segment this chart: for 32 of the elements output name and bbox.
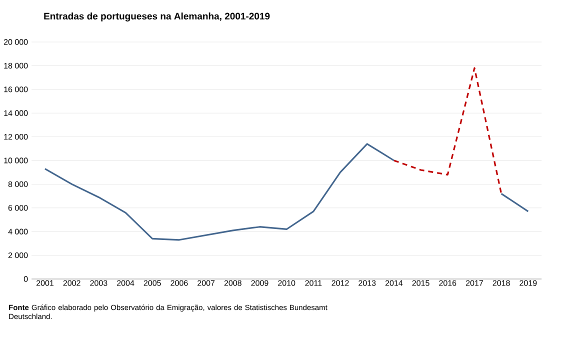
y-tick-label: 16 000 bbox=[4, 86, 28, 92]
x-tick-label: 2007 bbox=[198, 280, 215, 286]
x-tick-label: 2016 bbox=[439, 280, 456, 286]
y-tick-label: 2 000 bbox=[8, 252, 28, 258]
x-tick-label: 2008 bbox=[224, 280, 242, 286]
chart-title: Entradas de portugueses na Alemanha, 2001-2019 bbox=[44, 12, 270, 22]
x-tick-label: 2010 bbox=[278, 280, 296, 286]
x-tick-label: 2003 bbox=[90, 280, 108, 286]
y-tick-label: 8 000 bbox=[8, 181, 28, 188]
y-tick-label: 12 000 bbox=[4, 134, 28, 140]
x-tick-label: 2005 bbox=[144, 280, 161, 286]
y-tick-label: 0 bbox=[24, 276, 28, 282]
y-tick-label: 20 000 bbox=[4, 39, 28, 45]
x-tick-label: 2013 bbox=[358, 280, 376, 286]
x-tick-label: 2018 bbox=[492, 280, 510, 286]
x-tick-label: 2014 bbox=[385, 280, 403, 286]
x-tick-label: 2012 bbox=[332, 280, 349, 286]
x-tick-label: 2015 bbox=[412, 280, 430, 286]
x-tick-label: 2006 bbox=[170, 280, 188, 286]
x-tick-label: 2004 bbox=[117, 280, 134, 286]
y-tick-label: 18 000 bbox=[4, 62, 28, 69]
x-tick-label: 2019 bbox=[520, 280, 537, 286]
line-series bbox=[393, 67, 502, 194]
x-tick-label: 2017 bbox=[466, 280, 483, 286]
y-tick-label: 14 000 bbox=[4, 110, 28, 116]
x-tick-label: 2011 bbox=[305, 280, 322, 286]
x-tick-label: 2009 bbox=[251, 280, 268, 286]
y-tick-label: 6 000 bbox=[8, 205, 28, 211]
y-tick-label: 4 000 bbox=[8, 228, 28, 234]
x-tick-label: 2002 bbox=[63, 280, 80, 286]
y-tick-label: 10 000 bbox=[4, 158, 28, 164]
x-tick-label: 2001 bbox=[36, 280, 54, 286]
